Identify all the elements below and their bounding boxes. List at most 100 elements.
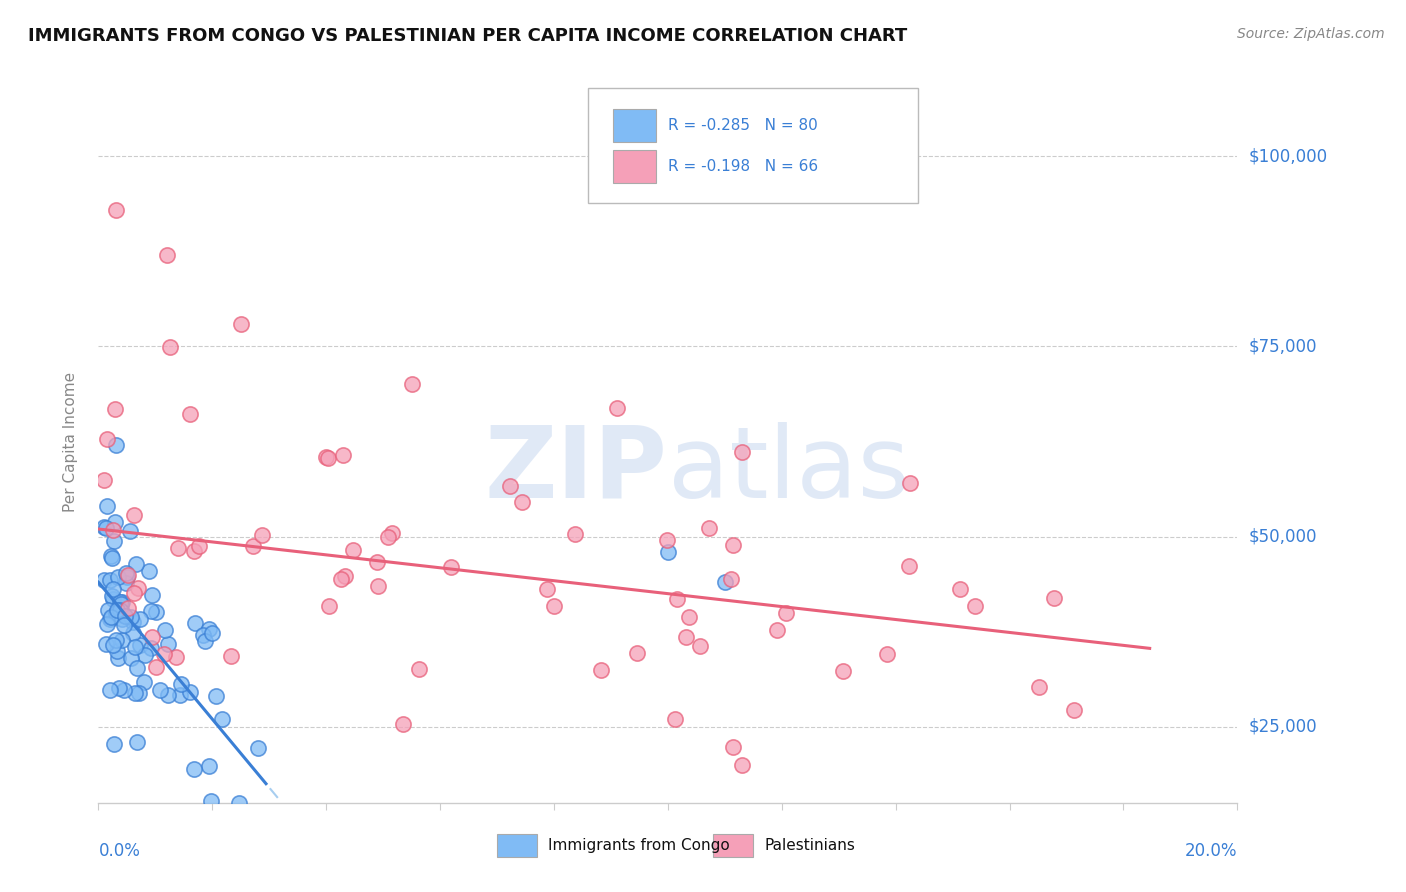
- Point: [96, 616, 118, 631]
- Point: [100, 549, 122, 563]
- Point: [564, 527, 586, 541]
- Point: [366, 556, 388, 570]
- Point: [606, 401, 628, 415]
- Point: [96, 499, 118, 513]
- Point: [121, 651, 143, 665]
- Point: [194, 633, 217, 648]
- Point: [101, 550, 124, 565]
- Point: [141, 631, 163, 645]
- Point: [101, 524, 124, 538]
- Point: [115, 566, 138, 580]
- Point: [657, 545, 679, 559]
- Point: [165, 649, 187, 664]
- Point: [187, 539, 209, 553]
- Point: [120, 609, 142, 624]
- Point: [832, 664, 855, 678]
- Point: [721, 739, 744, 754]
- Point: [101, 589, 124, 603]
- Point: [100, 612, 122, 626]
- Text: atlas: atlas: [668, 422, 910, 519]
- Point: [675, 631, 697, 645]
- Point: [127, 735, 149, 749]
- Point: [179, 407, 201, 421]
- Point: [141, 640, 163, 655]
- Point: [731, 445, 754, 459]
- Point: [205, 689, 228, 703]
- Point: [155, 623, 177, 637]
- Point: [94, 520, 117, 534]
- Y-axis label: Per Capita Income: Per Capita Income: [63, 371, 77, 512]
- Point: [499, 479, 522, 493]
- Point: [93, 519, 115, 533]
- Point: [122, 626, 145, 640]
- Point: [1042, 591, 1064, 605]
- Point: [316, 451, 339, 466]
- Point: [127, 661, 149, 675]
- Point: [657, 533, 679, 547]
- Point: [252, 527, 274, 541]
- FancyBboxPatch shape: [613, 109, 657, 142]
- Point: [898, 558, 921, 573]
- Point: [97, 603, 120, 617]
- Point: [108, 602, 131, 616]
- Point: [876, 647, 898, 661]
- Point: [721, 538, 744, 552]
- Point: [100, 609, 122, 624]
- FancyBboxPatch shape: [588, 87, 918, 203]
- Point: [697, 521, 720, 535]
- Point: [198, 622, 221, 636]
- Point: [93, 573, 115, 587]
- Point: [103, 534, 125, 549]
- Point: [104, 632, 127, 647]
- Point: [228, 796, 250, 810]
- Point: [105, 644, 128, 658]
- Point: [101, 591, 124, 606]
- Point: [766, 624, 789, 638]
- Text: IMMIGRANTS FROM CONGO VS PALESTINIAN PER CAPITA INCOME CORRELATION CHART: IMMIGRANTS FROM CONGO VS PALESTINIAN PER…: [28, 27, 907, 45]
- Point: [714, 575, 737, 590]
- Point: [720, 572, 742, 586]
- Point: [101, 638, 124, 652]
- Point: [332, 448, 354, 462]
- Point: [664, 712, 686, 726]
- Point: [138, 564, 160, 578]
- Point: [129, 612, 152, 626]
- Point: [112, 683, 135, 698]
- Point: [115, 569, 138, 583]
- Point: [689, 639, 711, 653]
- Point: [211, 712, 233, 726]
- Point: [141, 588, 163, 602]
- Point: [183, 762, 205, 776]
- Point: [111, 605, 134, 619]
- Point: [107, 651, 129, 665]
- Point: [219, 649, 242, 664]
- Point: [115, 575, 138, 590]
- Point: [965, 599, 987, 613]
- Point: [159, 340, 181, 354]
- Point: [543, 599, 565, 613]
- Point: [377, 530, 399, 544]
- Point: [591, 664, 613, 678]
- Point: [333, 569, 356, 583]
- Point: [392, 716, 415, 731]
- Point: [898, 476, 921, 491]
- Point: [731, 757, 754, 772]
- Point: [128, 686, 150, 700]
- Point: [110, 597, 132, 611]
- Point: [145, 605, 167, 619]
- Point: [148, 683, 170, 698]
- Point: [111, 612, 134, 626]
- Point: [536, 582, 558, 597]
- Point: [132, 675, 155, 690]
- Point: [626, 646, 648, 660]
- Text: 20.0%: 20.0%: [1185, 842, 1237, 860]
- Point: [665, 592, 688, 607]
- Point: [111, 607, 134, 621]
- Point: [156, 637, 179, 651]
- Point: [318, 599, 340, 614]
- Point: [98, 573, 121, 587]
- Point: [105, 603, 128, 617]
- Point: [104, 438, 127, 452]
- Point: [103, 737, 125, 751]
- Point: [948, 582, 970, 597]
